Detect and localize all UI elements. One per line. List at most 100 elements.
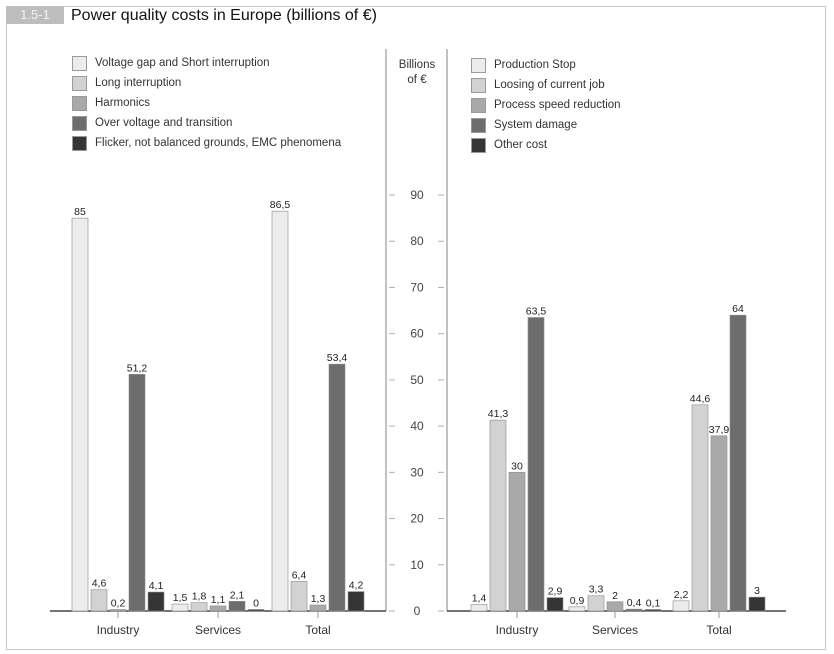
bar-value-label: 4,2	[349, 580, 364, 592]
legend-right: Production Stop Loosing of current job Pro…	[471, 55, 621, 155]
y-tick-label: 40	[410, 419, 424, 433]
bar	[247, 609, 265, 612]
figure-number-badge: 1.5-1	[6, 6, 64, 24]
bar-value-label: 6,4	[292, 569, 307, 581]
bar	[271, 210, 289, 612]
legend-item: System damage	[471, 115, 621, 135]
bar	[729, 314, 747, 612]
bar	[109, 609, 127, 612]
y-tick-label: 60	[410, 327, 424, 341]
bar	[710, 435, 728, 612]
bar	[290, 581, 308, 612]
legend-swatch	[72, 135, 87, 151]
y-axis-label-line1: Billions	[398, 59, 436, 71]
bar-value-label: 0,4	[627, 597, 642, 609]
bar-value-label: 2,1	[230, 589, 245, 601]
bar	[171, 603, 189, 612]
bar-value-label: 37,9	[709, 424, 730, 436]
legend-item: Harmonics	[72, 93, 341, 113]
bar	[568, 606, 586, 612]
bar-value-label: 53,4	[327, 352, 348, 364]
legend-label: Loosing of current job	[494, 79, 605, 91]
y-axis-label-line2: of €	[407, 74, 427, 86]
legend-label: Process speed reduction	[494, 99, 621, 111]
bar-value-label: 4,1	[149, 580, 164, 592]
bar	[587, 595, 605, 612]
y-tick-label: 50	[410, 373, 424, 387]
chart-frame	[6, 6, 826, 650]
bar-value-label: 30	[511, 460, 523, 472]
legend-item: Production Stop	[471, 55, 621, 75]
y-tick-label: 70	[410, 280, 424, 294]
bar-value-label: 86,5	[270, 199, 291, 211]
x-category-label: Services	[592, 623, 638, 637]
bar	[470, 604, 488, 612]
bar-value-label: 1,1	[211, 594, 226, 606]
legend-label: Flicker, not balanced grounds, EMC pheno…	[95, 137, 342, 149]
legend-swatch	[471, 97, 486, 113]
legend-item: Flicker, not balanced grounds, EMC pheno…	[72, 133, 341, 153]
legend-label: System damage	[494, 119, 578, 131]
bar	[748, 596, 766, 612]
bar	[672, 600, 690, 612]
bar-value-label: 2,9	[548, 586, 563, 598]
bar-value-label: 3,3	[589, 584, 604, 596]
bar-value-label: 2	[612, 590, 618, 602]
bar	[190, 602, 208, 612]
legend-swatch	[471, 57, 486, 73]
bar-value-label: 0,1	[646, 598, 661, 610]
bar-value-label: 41,3	[488, 408, 509, 420]
y-tick-label: 30	[410, 465, 424, 479]
bar	[128, 374, 146, 612]
bar-value-label: 1,8	[192, 591, 207, 603]
y-tick-label: 20	[410, 512, 424, 526]
bar-value-label: 85	[74, 206, 86, 218]
y-tick-label: 0	[414, 604, 421, 618]
bar-value-label: 0,9	[570, 595, 585, 607]
bar-value-label: 3	[754, 585, 760, 597]
legend-swatch	[72, 95, 87, 111]
bar	[691, 404, 709, 612]
bar-value-label: 1,4	[472, 593, 487, 605]
legend-label: Over voltage and transition	[95, 117, 233, 129]
bar-value-label: 0,2	[111, 598, 126, 610]
legend-item: Long interruption	[72, 73, 341, 93]
bar	[309, 604, 327, 612]
bar	[489, 419, 507, 612]
legend-label: Harmonics	[95, 97, 150, 109]
y-tick-label: 10	[410, 558, 424, 572]
legend-label: Production Stop	[494, 59, 576, 71]
legend-swatch	[471, 117, 486, 133]
bar	[527, 317, 545, 612]
bar	[71, 217, 89, 612]
bar	[147, 591, 165, 612]
bar	[228, 600, 246, 612]
legend-item: Voltage gap and Short interruption	[72, 53, 341, 73]
x-category-label: Industry	[97, 623, 140, 637]
bar	[625, 608, 643, 612]
bar	[644, 609, 662, 612]
bar-value-label: 2,2	[674, 589, 689, 601]
bar	[328, 363, 346, 612]
bar	[606, 601, 624, 612]
legend-item: Over voltage and transition	[72, 113, 341, 133]
x-category-label: Services	[195, 623, 241, 637]
legend-swatch	[72, 55, 87, 71]
bar-value-label: 64	[732, 303, 744, 315]
legend-swatch	[72, 75, 87, 91]
bar-value-label: 1,3	[311, 593, 326, 605]
bar-value-label: 4,6	[92, 578, 107, 590]
legend-item: Other cost	[471, 135, 621, 155]
bar	[546, 597, 564, 612]
bar-value-label: 51,2	[127, 362, 148, 374]
x-category-label: Industry	[496, 623, 539, 637]
y-axis-label: Billions of €	[392, 58, 442, 88]
legend-swatch	[471, 137, 486, 153]
bar-value-label: 1,5	[173, 592, 188, 604]
bar-value-label: 0	[253, 598, 259, 610]
legend-label: Voltage gap and Short interruption	[95, 57, 270, 69]
bar	[508, 472, 526, 612]
legend-item: Loosing of current job	[471, 75, 621, 95]
legend-label: Other cost	[494, 139, 548, 151]
x-category-label: Total	[706, 623, 731, 637]
